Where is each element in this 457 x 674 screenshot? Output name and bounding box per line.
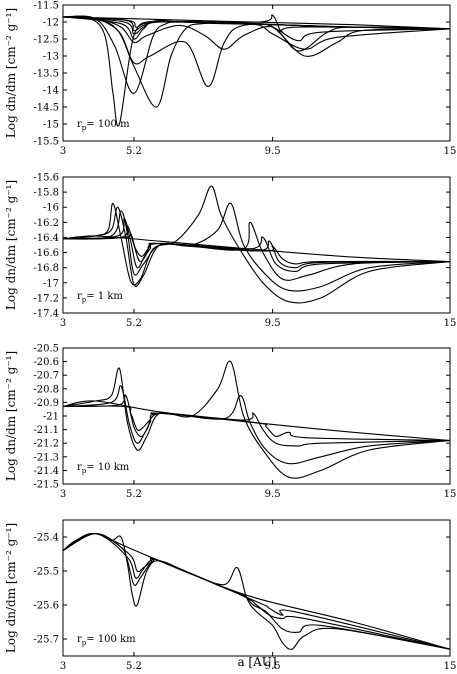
series-line-6 [63,232,450,265]
panel-annotation: rp= 100 m [77,119,130,132]
x-tick-label: 3 [60,146,66,157]
panel-rp-100km: 3 5.2 9.5 15 -25.4 -25.5 -25.6 -25.7 Log dn/dm [… [4,519,457,672]
y-tick-label: -16.2 [33,218,59,229]
series-line-2 [63,385,450,465]
plot-area [63,185,450,304]
series-line-4 [63,16,450,88]
y-tick-label: -21.4 [33,466,59,477]
y-tick-label: -14.5 [33,103,59,114]
x-tick-label: 5.2 [126,489,142,500]
y-tick-label: -25.4 [33,533,59,544]
series-line-3 [63,210,450,281]
y-tick-label: -17.4 [33,309,59,320]
y-tick-label: -21 [43,412,59,423]
y-tick-label: -12.5 [33,35,59,46]
y-tick-label: -20.7 [33,371,59,382]
x-tick-label: 5.2 [126,146,142,157]
x-tick-label: 15 [444,661,457,672]
plot-area [63,360,450,479]
y-tick-label: -15.8 [33,188,59,199]
y-tick-label: -13.5 [33,69,59,80]
x-tick-label: 5.2 [126,318,142,329]
y-tick-label: -25.6 [33,601,59,612]
y-axis-label: Log dn/dm [cm⁻² g⁻¹] [4,351,18,481]
axes-frame [62,176,451,314]
plot-area [63,532,450,650]
series-baseline [63,16,450,30]
y-tick-label: -21.3 [33,452,59,463]
y-axis-label: Log dn/dm [cm⁻² g⁻¹] [4,8,18,138]
series-line-4 [63,218,450,272]
y-axis-label: Log dn/dm [cm⁻² g⁻¹] [4,523,18,653]
y-tick-label: -21.5 [33,480,59,491]
y-tick-label: -12 [43,18,59,29]
x-tick-label: 5.2 [126,661,142,672]
y-tick-label: -20.6 [33,357,59,368]
series-line-9 [63,14,450,34]
x-tick-label: 9.5 [265,489,281,500]
x-tick-label: 9.5 [265,146,281,157]
x-tick-label: 3 [60,489,66,500]
y-tick-label: -17.2 [33,293,59,304]
x-tick-label: 15 [444,318,457,329]
panel-rp-100m: 3 5.2 9.5 15 -11.5 -12 -12.5 -13 -13.5 -14 -14.5 -1… [4,1,456,158]
series-line-8 [63,16,450,42]
x-tick-label: 3 [60,661,66,672]
y-tick-label: -13 [43,52,59,63]
y-tick-label: -11.5 [33,1,59,12]
y-tick-label: -16.4 [33,233,59,244]
series-line-4 [63,533,450,650]
axes-frame [62,519,451,657]
y-tick-label: -16 [43,203,59,214]
series-line-3 [63,533,450,650]
panel-annotation: rp= 10 km [77,462,130,475]
x-tick-label: 9.5 [265,661,281,672]
x-axis-label: a [AU] [237,655,276,669]
y-tick-label: -17 [43,278,59,289]
series-line-1 [63,360,450,479]
y-tick-label: -20.5 [33,344,59,355]
x-tick-label: 3 [60,318,66,329]
y-tick-label: -14 [43,86,59,97]
y-axis-label: Log dn/dm [cm⁻² g⁻¹] [4,180,18,310]
y-tick-label: -21.2 [33,439,59,450]
panel-rp-1km: 3 5.2 9.5 15 -15.6 -15.8 -16 -16.2 -16.4 -16.6 -16… [4,173,456,330]
y-tick-label: -20.8 [33,384,59,395]
y-tick-label: -15.6 [33,173,59,184]
x-tick-label: 15 [444,146,457,157]
series-line-3 [63,394,450,447]
series-line-1 [63,185,450,304]
panel-rp-10km: 3 5.2 9.5 15 -20.5 -20.6 -20.7 -20.8 -20.9 -21 -21… [4,344,456,501]
y-tick-label: -16.6 [33,248,59,259]
y-tick-label: -20.9 [33,398,59,409]
panel-annotation: rp= 100 km [77,634,136,647]
x-tick-label: 9.5 [265,318,281,329]
plot-area [63,14,450,127]
panel-annotation: rp= 1 km [77,291,123,304]
x-tick-label: 15 [444,489,457,500]
y-tick-label: -15.5 [33,137,59,148]
y-tick-label: -25.5 [33,567,59,578]
series-line-4 [63,405,450,442]
y-tick-label: -25.7 [33,635,59,646]
y-tick-label: -16.8 [33,263,59,274]
y-tick-label: -15 [43,120,59,131]
y-tick-label: -21.1 [33,425,59,436]
